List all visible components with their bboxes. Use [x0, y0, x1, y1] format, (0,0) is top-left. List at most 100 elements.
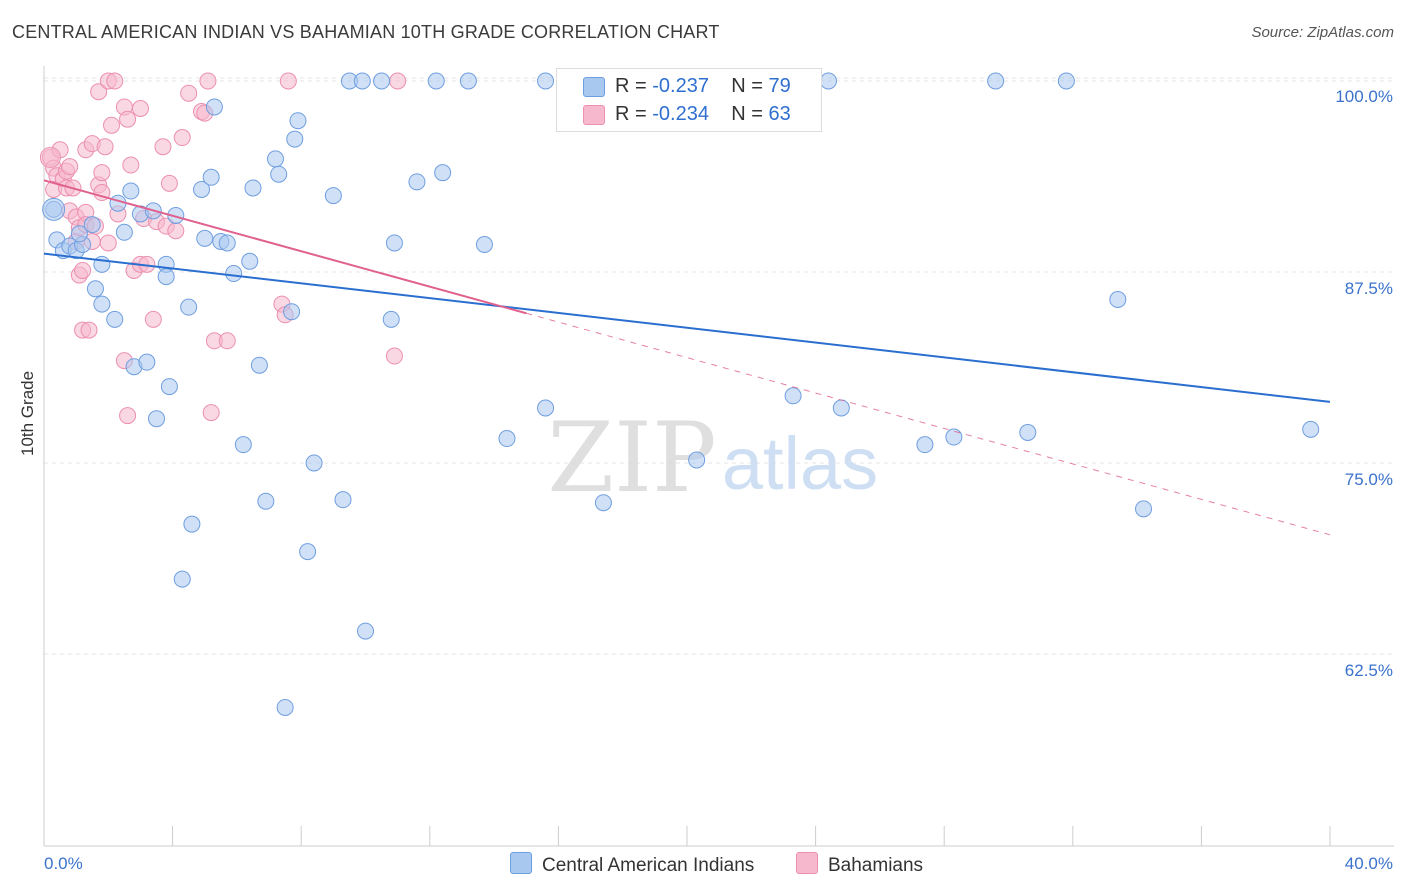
blue-swatch-icon	[583, 77, 605, 97]
central-american-point	[353, 72, 371, 90]
source-label: Source: ZipAtlas.com	[1251, 24, 1394, 41]
central-american-point	[218, 234, 236, 252]
central-american-point	[537, 399, 555, 417]
bahamian-point	[389, 72, 407, 90]
bahamian-point	[385, 347, 403, 365]
bahamian-point	[202, 404, 220, 422]
bahamian-point	[80, 321, 98, 339]
central-american-point	[408, 173, 426, 191]
trend-line-bahamians	[43, 179, 527, 315]
legend-item-central-american-indians[interactable]: Central American Indians	[510, 852, 754, 877]
central-american-point	[286, 130, 304, 148]
bahamian-point	[160, 174, 178, 192]
n-label: N =	[731, 103, 769, 125]
central-american-point	[283, 303, 301, 321]
central-american-point	[270, 165, 288, 183]
central-american-point	[1135, 500, 1153, 518]
watermark-atlas: atlas	[722, 422, 878, 505]
bahamian-point	[173, 129, 191, 147]
n-label: N =	[731, 75, 769, 97]
pink-swatch-icon	[796, 852, 818, 874]
y-tick-label: 87.5%	[1345, 279, 1393, 298]
x-tick-label: 40.0%	[1345, 854, 1393, 873]
central-american-point	[70, 225, 88, 243]
central-american-point	[1109, 291, 1127, 309]
legend-item-bahamians[interactable]: Bahamians	[796, 852, 923, 877]
central-american-point	[305, 454, 323, 472]
central-american-point	[916, 436, 934, 454]
watermark: ZIP atlas	[547, 402, 878, 514]
tick-labels: 62.5% 75.0% 87.5% 100.0% 0.0% 40.0%	[44, 87, 1393, 873]
central-american-point	[382, 310, 400, 328]
central-american-point	[434, 164, 452, 182]
central-american-point	[1019, 423, 1037, 441]
r-value: -0.237	[652, 75, 709, 97]
bahamian-point	[199, 72, 217, 90]
central-american-point	[784, 387, 802, 405]
bahamian-point	[119, 110, 137, 128]
legend-label: Bahamians	[828, 855, 924, 876]
central-american-point	[594, 494, 612, 512]
central-american-point	[385, 234, 403, 252]
central-american-point	[93, 295, 111, 313]
central-american-point	[83, 216, 101, 234]
central-american-point	[196, 229, 214, 247]
central-american-point	[257, 492, 275, 510]
legend-label: Central American Indians	[542, 855, 755, 876]
y-axis-label: 10th Grade	[18, 370, 37, 456]
legend-row-central-american: R = -0.237 N = 79	[557, 73, 821, 101]
bahamian-point	[96, 138, 114, 156]
series-central-american-indians	[42, 72, 1320, 716]
central-american-point	[1302, 420, 1320, 438]
y-tick-label: 75.0%	[1345, 470, 1393, 489]
central-american-point	[475, 235, 493, 253]
central-american-point	[357, 622, 374, 640]
central-american-point	[157, 268, 175, 286]
central-american-point	[138, 353, 156, 371]
central-american-point	[1057, 72, 1075, 90]
central-american-point	[299, 543, 317, 561]
blue-swatch-icon	[510, 852, 532, 874]
y-tick-label: 62.5%	[1345, 661, 1393, 680]
central-american-point	[987, 72, 1005, 90]
central-american-point	[244, 179, 262, 197]
central-american-point	[183, 515, 201, 533]
central-american-point	[106, 310, 124, 328]
central-american-point	[148, 410, 166, 428]
bahamian-point	[144, 310, 162, 328]
central-american-point	[250, 356, 268, 374]
n-value: 79	[768, 75, 791, 97]
grid	[44, 77, 1394, 655]
central-american-point	[115, 223, 133, 241]
n-value: 63	[768, 103, 791, 125]
central-american-point	[276, 698, 294, 716]
bahamian-point	[154, 138, 172, 156]
y-tick-label: 100.0%	[1335, 87, 1393, 106]
central-american-point	[122, 182, 140, 200]
stats-legend: R = -0.237 N = 79 R = -0.234 N = 63	[556, 68, 822, 132]
legend-row-bahamians: R = -0.234 N = 63	[557, 101, 821, 129]
central-american-point	[688, 451, 706, 469]
central-american-point	[832, 399, 850, 417]
pink-swatch-icon	[583, 105, 605, 125]
bahamian-point	[279, 72, 297, 90]
central-american-point	[234, 436, 252, 454]
r-value: -0.234	[652, 103, 709, 125]
bahamian-point	[119, 407, 137, 425]
central-american-point	[193, 180, 211, 198]
central-american-point	[266, 150, 284, 168]
bahamian-point	[131, 100, 149, 118]
bahamian-point	[93, 164, 111, 182]
central-american-point	[173, 570, 191, 588]
trend-line-central-american	[43, 252, 1331, 403]
central-american-point	[945, 428, 963, 446]
central-american-point	[225, 265, 243, 283]
central-american-point	[537, 72, 555, 90]
bahamian-point	[61, 158, 79, 176]
central-american-point	[205, 98, 223, 116]
bahamian-point	[106, 72, 124, 90]
x-tick-label: 0.0%	[44, 854, 83, 873]
axes	[43, 66, 1394, 847]
central-american-point	[334, 491, 352, 509]
central-american-point	[241, 252, 259, 270]
